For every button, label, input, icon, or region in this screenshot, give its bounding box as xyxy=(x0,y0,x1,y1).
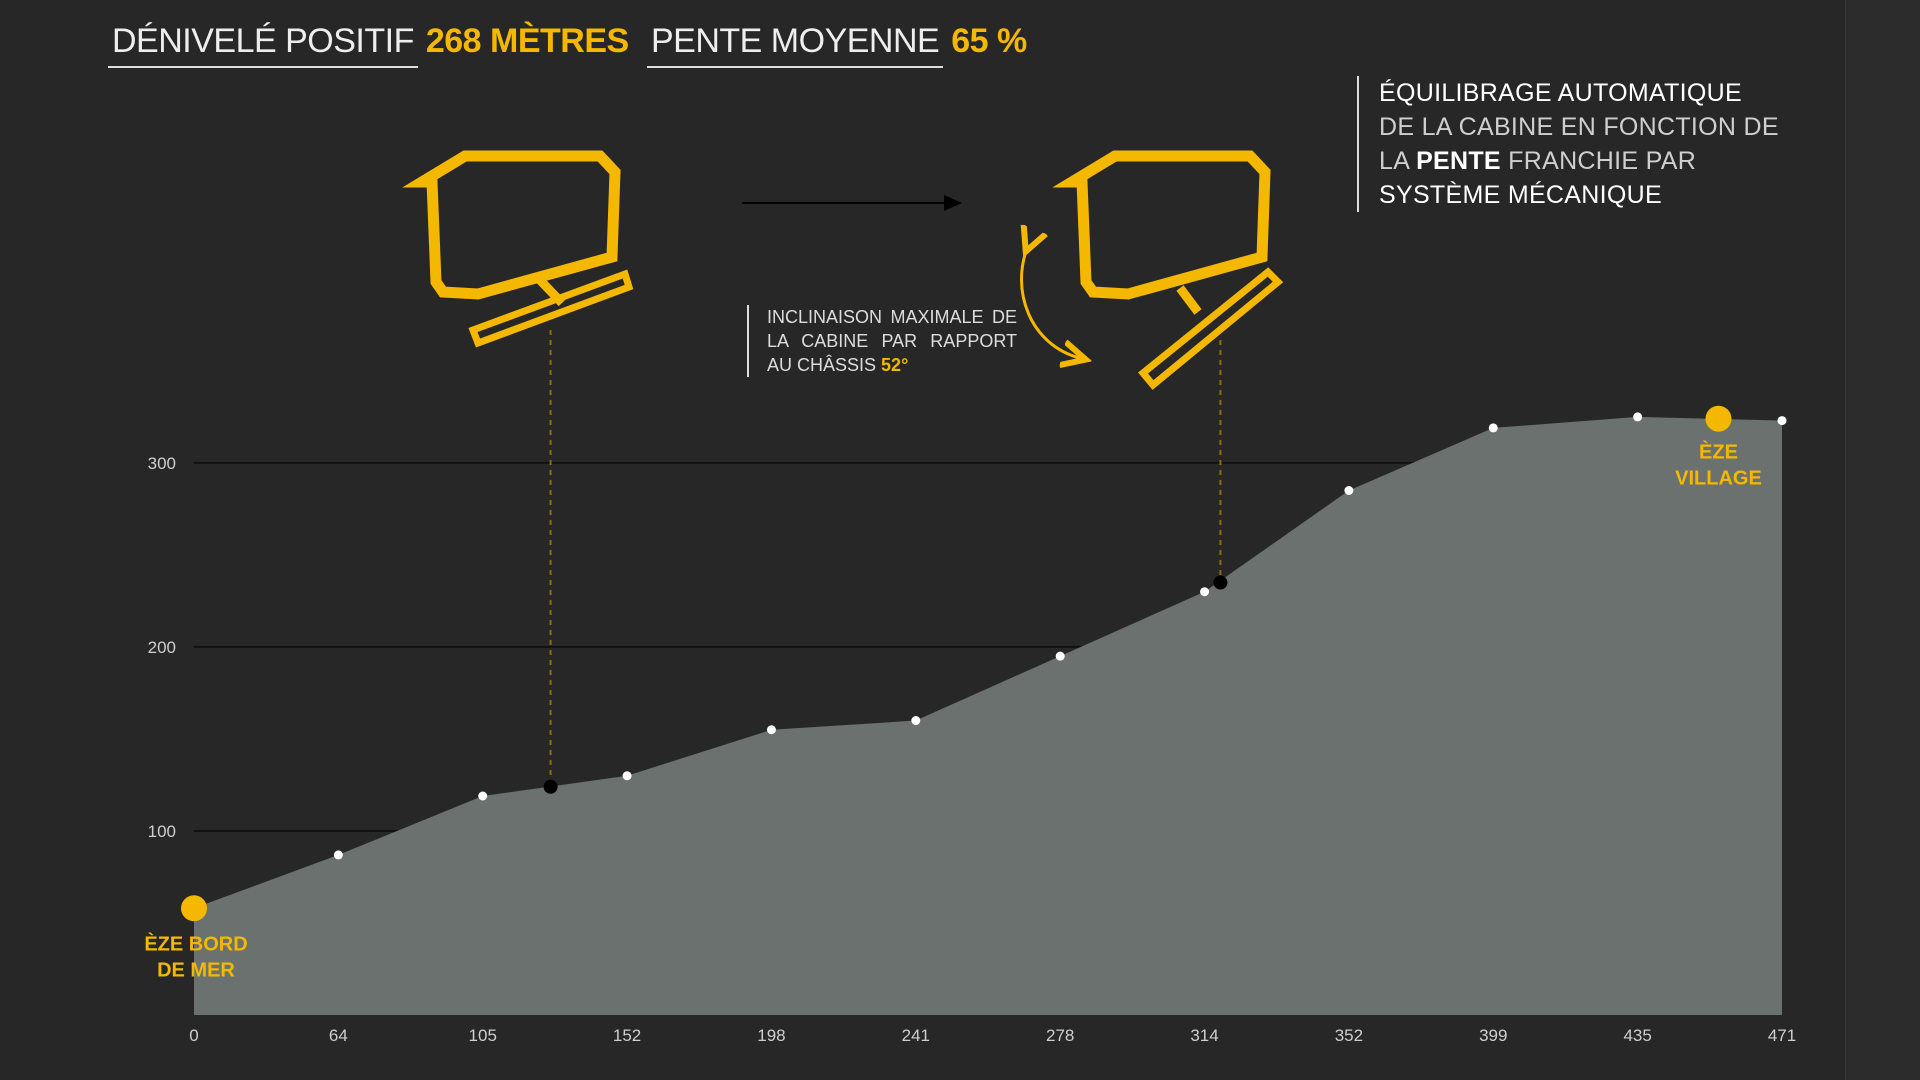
x-tick-label: 278 xyxy=(1046,1026,1074,1045)
x-tick-label: 471 xyxy=(1768,1026,1796,1045)
data-point xyxy=(766,725,776,735)
inclination-note: INCLINAISON MAXIMALE DE LA CABINE PAR RA… xyxy=(747,305,1017,377)
info-line-3: LA PENTE FRANCHIE PAR xyxy=(1379,144,1804,178)
x-tick-label: 152 xyxy=(613,1026,641,1045)
cabin-position-marker xyxy=(1213,575,1228,590)
y-tick-label: 100 xyxy=(148,822,176,841)
x-tick-label: 64 xyxy=(329,1026,348,1045)
elevation-stat: DÉNIVELÉ POSITIF 268 MÈTRES xyxy=(108,22,629,68)
slope-label: PENTE MOYENNE xyxy=(647,22,944,68)
data-point xyxy=(1777,416,1787,426)
x-tick-label: 0 xyxy=(189,1026,198,1045)
info-line-3-pente: PENTE xyxy=(1416,147,1501,175)
inclination-note-text: INCLINAISON MAXIMALE DE LA CABINE PAR RA… xyxy=(767,307,1017,375)
endpoint-label: ÈZE BORD xyxy=(144,932,247,955)
x-tick-label: 198 xyxy=(757,1026,785,1045)
x-tick-label: 399 xyxy=(1479,1026,1507,1045)
balancing-info-block: ÉQUILIBRAGE AUTOMATIQUE DE LA CABINE EN … xyxy=(1357,76,1804,212)
endpoint-label: ÈZE xyxy=(1699,441,1738,464)
info-line-4: SYSTÈME MÉCANIQUE xyxy=(1379,181,1662,209)
data-point xyxy=(1344,486,1354,496)
side-strip xyxy=(1845,0,1920,1080)
y-tick-label: 300 xyxy=(148,454,176,473)
cabin-tilted-icon xyxy=(1052,150,1284,390)
data-point xyxy=(1200,587,1210,597)
x-tick-label: 314 xyxy=(1190,1026,1218,1045)
y-axis-labels: 100 200 300 xyxy=(148,454,176,841)
data-point xyxy=(911,716,921,726)
data-point xyxy=(478,791,488,801)
elevation-value: 268 MÈTRES xyxy=(425,22,629,60)
elevation-label: DÉNIVELÉ POSITIF xyxy=(108,22,418,68)
info-line-1: ÉQUILIBRAGE AUTOMATIQUE xyxy=(1379,79,1742,107)
endpoint-label: VILLAGE xyxy=(1675,468,1762,490)
info-line-3-c: FRANCHIE PAR xyxy=(1508,147,1697,175)
data-point xyxy=(1488,423,1498,433)
cabin-flat-icon xyxy=(402,150,634,348)
y-tick-label: 200 xyxy=(148,638,176,657)
data-point xyxy=(622,771,632,781)
x-tick-label: 435 xyxy=(1623,1026,1651,1045)
data-point xyxy=(1055,651,1065,661)
endpoint-markers: ÈZE BORD DE MER ÈZE VILLAGE xyxy=(144,405,1762,981)
inclination-note-value: 52° xyxy=(881,355,909,375)
cabin-leader-lines xyxy=(549,330,1222,787)
endpoint-label: DE MER xyxy=(157,959,235,981)
x-tick-label: 105 xyxy=(469,1026,497,1045)
data-point xyxy=(1633,412,1643,422)
endpoint-dot xyxy=(181,895,207,922)
info-line-3-a: LA xyxy=(1379,147,1409,175)
data-point xyxy=(333,850,343,860)
slope-value: 65 % xyxy=(951,22,1027,60)
x-tick-label: 352 xyxy=(1335,1026,1363,1045)
elevation-area xyxy=(194,416,1782,1015)
data-points xyxy=(333,412,1787,860)
endpoint-dot xyxy=(1705,405,1732,432)
info-line-2: DE LA CABINE EN FONCTION DE xyxy=(1379,113,1779,141)
rotation-arrow-icon xyxy=(1020,246,1080,358)
x-tick-label: 241 xyxy=(902,1026,930,1045)
cabin-position-marker xyxy=(543,779,558,794)
slope-stat: PENTE MOYENNE 65 % xyxy=(647,22,1027,68)
x-axis-labels: 0 64 105 152 198 241 278 314 352 399 435 471 xyxy=(189,1026,1796,1045)
